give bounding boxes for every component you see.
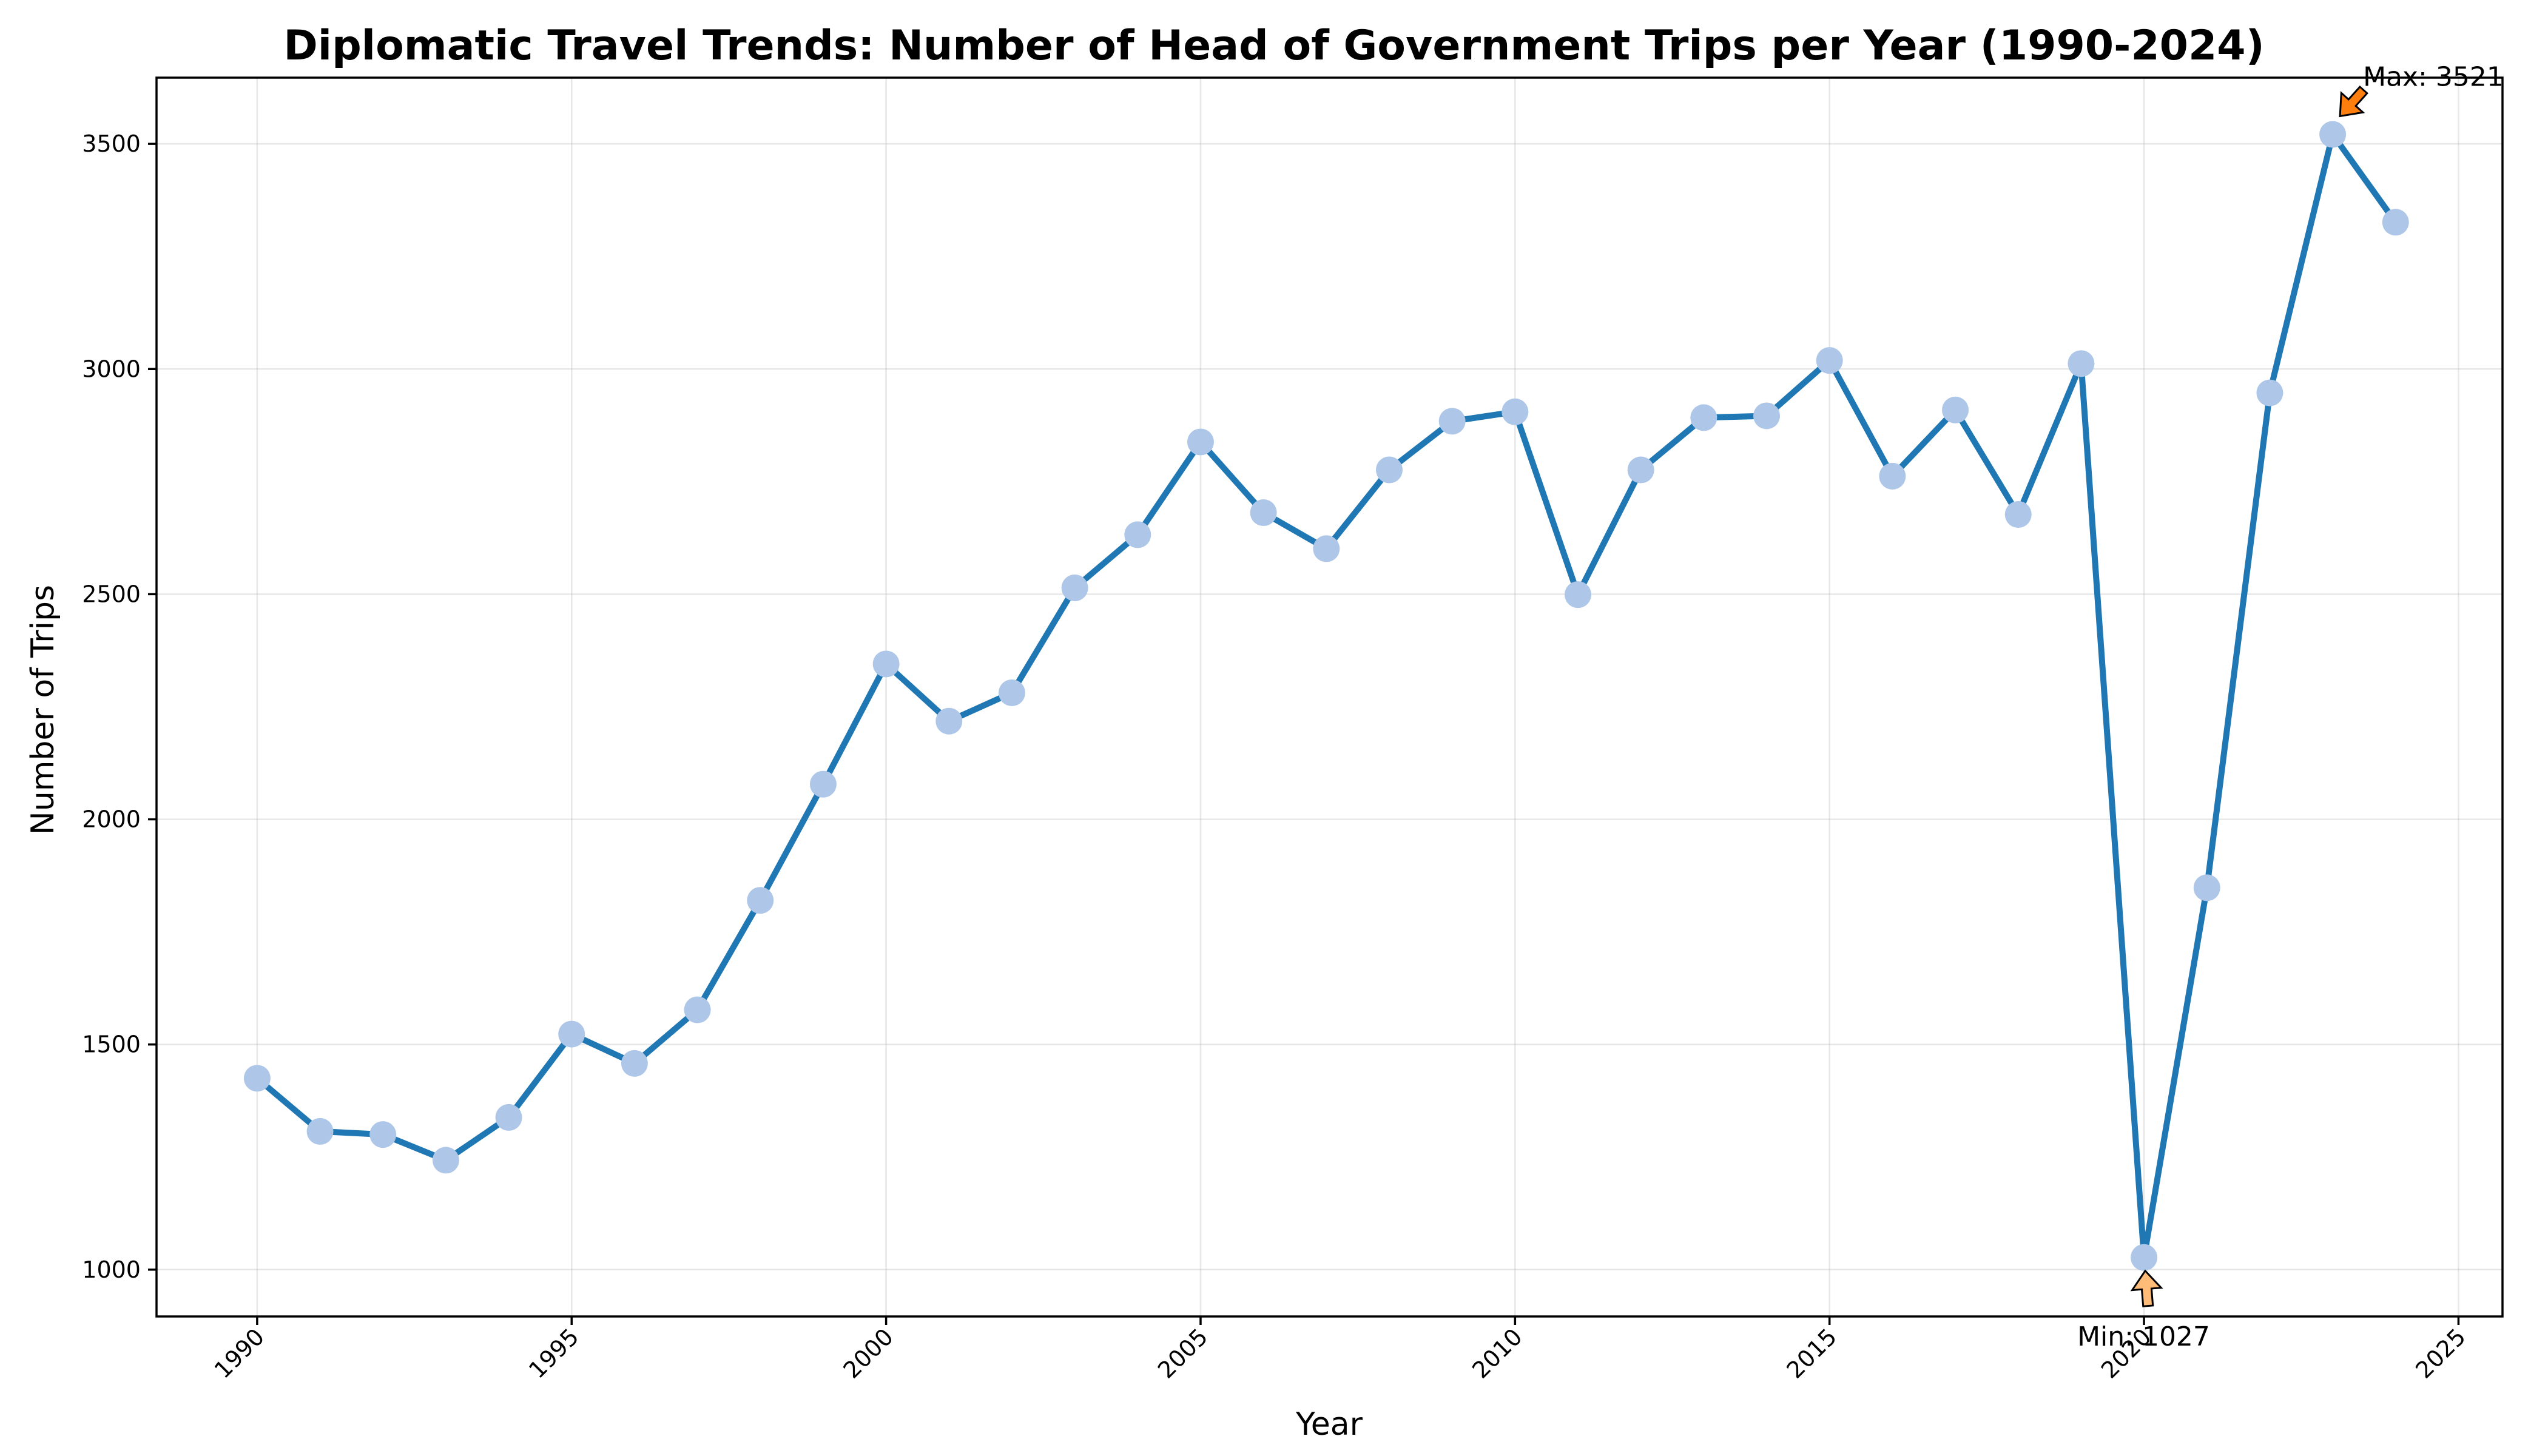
y-axis: 1000 1500 2000 2500 3000 3500 xyxy=(82,130,157,1283)
data-point xyxy=(243,1065,271,1092)
y-tick-label: 1000 xyxy=(82,1256,141,1283)
annotations: Max: 3521 Min: 1027 xyxy=(2077,62,2504,1352)
data-point xyxy=(935,707,963,735)
data-point xyxy=(1124,521,1151,548)
min-arrow xyxy=(2130,1269,2163,1307)
data-point xyxy=(1627,456,1654,484)
chart-title: Diplomatic Travel Trends: Number of Head… xyxy=(283,22,2264,70)
data-point xyxy=(2068,350,2095,377)
x-tick-label: 2025 xyxy=(2410,1323,2471,1384)
max-annotation: Max: 3521 xyxy=(2363,62,2504,93)
data-point xyxy=(1313,535,1340,562)
data-point xyxy=(306,1117,334,1145)
x-tick-label: 2000 xyxy=(838,1323,898,1384)
max-arrow xyxy=(2339,85,2368,118)
x-tick-label: 2010 xyxy=(1467,1323,1528,1384)
data-point xyxy=(872,650,900,678)
x-tick-label: 1990 xyxy=(209,1323,270,1384)
data-point xyxy=(2131,1244,2158,1271)
data-point xyxy=(998,679,1025,706)
data-point xyxy=(621,1050,648,1077)
data-point xyxy=(2382,209,2409,236)
data-point xyxy=(1438,408,1466,435)
data-point xyxy=(1942,396,1969,423)
marker-layer xyxy=(243,121,2409,1271)
data-point xyxy=(1690,404,1717,431)
data-point xyxy=(2193,874,2220,902)
data-point xyxy=(2319,121,2347,148)
data-point xyxy=(1375,456,1403,484)
series-layer xyxy=(254,131,2399,1261)
x-tick-label: 1995 xyxy=(524,1323,584,1384)
y-tick-label: 2000 xyxy=(82,806,141,833)
data-point xyxy=(684,996,711,1023)
data-point xyxy=(2004,501,2032,528)
data-point xyxy=(1061,574,1088,601)
y-tick-label: 1500 xyxy=(82,1031,141,1058)
x-tick-label: 2005 xyxy=(1153,1323,1213,1384)
y-tick-label: 2500 xyxy=(82,581,141,607)
data-point xyxy=(432,1147,459,1174)
data-point xyxy=(1502,398,1529,425)
grid xyxy=(157,78,2502,1316)
data-point xyxy=(1816,347,1843,374)
data-point xyxy=(1753,402,1781,430)
data-point xyxy=(369,1121,397,1148)
data-point xyxy=(495,1104,522,1131)
y-axis-label: Number of Trips xyxy=(25,585,61,835)
x-axis-label: Year xyxy=(1295,1406,1363,1443)
data-point xyxy=(2256,379,2283,406)
x-tick-label: 2015 xyxy=(1782,1323,1842,1384)
data-point xyxy=(558,1020,585,1048)
min-annotation: Min: 1027 xyxy=(2077,1321,2210,1352)
y-tick-label: 3500 xyxy=(82,130,141,157)
series-line xyxy=(254,131,2399,1261)
y-tick-label: 3000 xyxy=(82,356,141,382)
data-point xyxy=(1565,581,1592,608)
data-point xyxy=(747,887,774,914)
data-point xyxy=(1187,428,1214,456)
plot-frame xyxy=(155,76,2504,1318)
data-point xyxy=(1250,499,1277,527)
data-point xyxy=(1879,462,1906,490)
data-point xyxy=(809,770,837,798)
